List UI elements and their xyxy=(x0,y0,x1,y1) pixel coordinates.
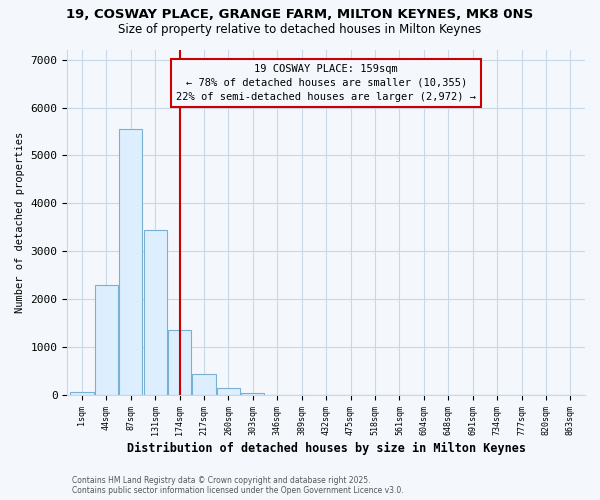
Bar xyxy=(193,374,215,395)
Bar xyxy=(70,392,94,395)
Text: 19 COSWAY PLACE: 159sqm
← 78% of detached houses are smaller (10,355)
22% of sem: 19 COSWAY PLACE: 159sqm ← 78% of detache… xyxy=(176,64,476,102)
Text: 19, COSWAY PLACE, GRANGE FARM, MILTON KEYNES, MK8 0NS: 19, COSWAY PLACE, GRANGE FARM, MILTON KE… xyxy=(67,8,533,20)
Bar xyxy=(217,388,240,395)
X-axis label: Distribution of detached houses by size in Milton Keynes: Distribution of detached houses by size … xyxy=(127,442,526,455)
Bar xyxy=(143,230,167,395)
Bar xyxy=(241,392,265,395)
Text: Contains HM Land Registry data © Crown copyright and database right 2025.
Contai: Contains HM Land Registry data © Crown c… xyxy=(72,476,404,495)
Bar xyxy=(168,330,191,395)
Bar xyxy=(119,128,142,395)
Text: Size of property relative to detached houses in Milton Keynes: Size of property relative to detached ho… xyxy=(118,22,482,36)
Y-axis label: Number of detached properties: Number of detached properties xyxy=(15,132,25,313)
Bar xyxy=(95,285,118,395)
